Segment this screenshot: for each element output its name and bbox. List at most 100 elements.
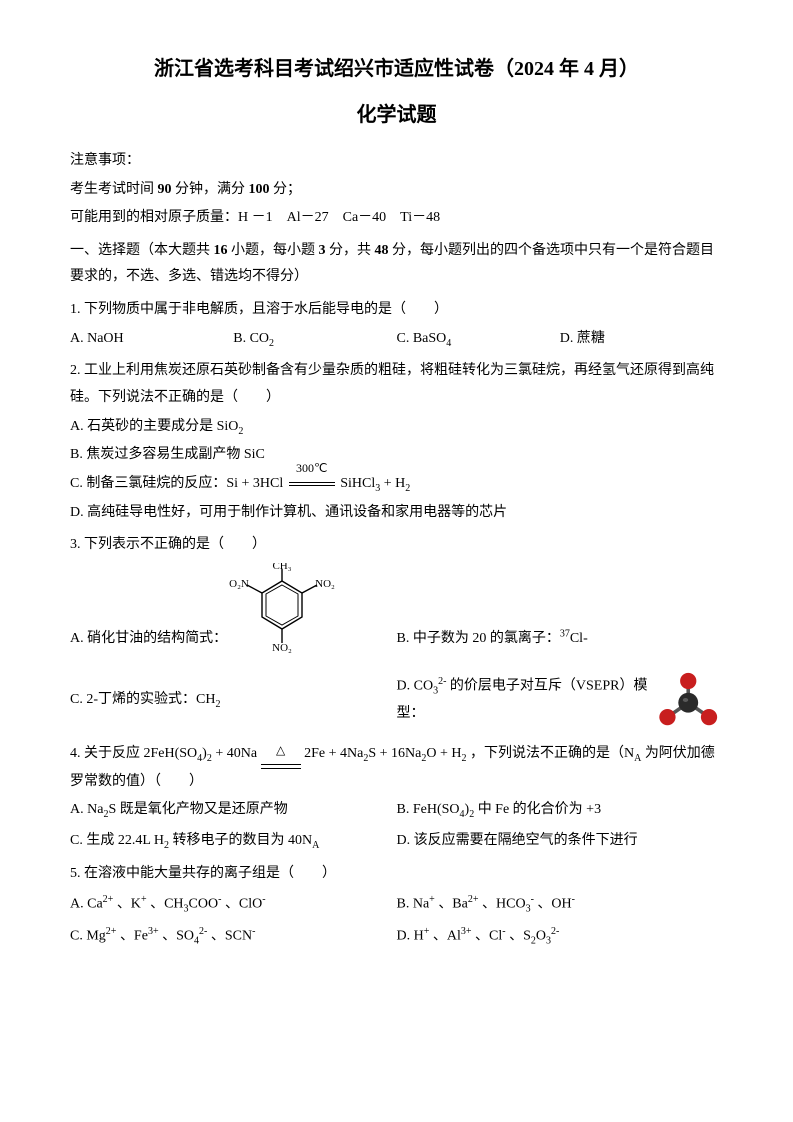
text: SiHCl [340, 476, 375, 491]
text: 小题，每小题 [228, 243, 319, 258]
svg-text:CH₃: CH₃ [273, 563, 292, 572]
text: 分，共 [326, 243, 375, 258]
page-title-sub: 化学试题 [70, 96, 723, 134]
notice-masses: 可能用到的相对原子质量：H －1 Al－27 Ca－40 Ti－48 [70, 205, 723, 232]
time-value: 90 [158, 182, 172, 197]
superscript: 3+ [461, 926, 472, 937]
text: 中 Fe 的化合价为 +3 [474, 802, 601, 817]
text: ，下列说法不正确的是（N [466, 746, 634, 761]
reaction-line-icon [289, 482, 335, 486]
q5-d: D. H+ 、Al3+ 、Cl- 、S2O32- [397, 922, 724, 950]
count: 16 [214, 243, 228, 258]
subscript: 4 [194, 935, 199, 946]
text: 一、选择题（本大题共 [70, 243, 214, 258]
q3-d: D. CO32- 的价层电子对互斥（VSEPR）模型： [397, 667, 724, 733]
q1-d: D. 蔗糖 [560, 326, 723, 353]
q3-row-ab: A. 硝化甘油的结构简式： CH₃ NO₂ O₂N NO₂ B. 中子数为 20… [70, 563, 723, 653]
text: + 40Na [212, 746, 261, 761]
text: D. CO [397, 679, 434, 694]
q5-c: C. Mg2+ 、Fe3+ 、SO42- 、SCN- [70, 922, 397, 950]
q3-stem: 3. 下列表示不正确的是（ ） [70, 532, 723, 559]
subscript: 4 [446, 337, 451, 348]
text: D. H [397, 929, 424, 944]
superscript: 2+ [106, 926, 117, 937]
text: S 既是氧化产物又是还原产物 [108, 802, 287, 817]
svg-text:NO₂: NO₂ [315, 578, 335, 590]
text: B. FeH(SO [397, 802, 460, 817]
text: 、Al [429, 929, 461, 944]
q3-b: B. 中子数为 20 的氯离子：37Cl- [397, 631, 588, 646]
q1-stem: 1. 下列物质中属于非电解质，且溶于水后能导电的是（ ） [70, 297, 723, 324]
superscript: 3+ [148, 926, 159, 937]
subscript: 2 [238, 425, 243, 436]
triangle-symbol: △ [276, 743, 285, 757]
text: O + H [426, 746, 461, 761]
tnt-structure-icon: CH₃ NO₂ O₂N NO₂ [227, 563, 337, 653]
q5-options-cd: C. Mg2+ 、Fe3+ 、SO42- 、SCN- D. H+ 、Al3+ 、… [70, 922, 723, 950]
q2-a: A. 石英砂的主要成分是 SiO2 [70, 414, 723, 441]
q3-row-cd: C. 2-丁烯的实验式：CH2 D. CO32- 的价层电子对互斥（VSEPR）… [70, 667, 723, 733]
q4-c: C. 生成 22.4L H2 转移电子的数目为 40NA [70, 828, 397, 855]
q5-b: B. Na+ 、Ba2+ 、HCO3- 、OH- [397, 890, 724, 918]
q4-stem: 4. 关于反应 2FeH(SO4)2 + 40Na △ 2Fe + 4Na2S … [70, 739, 723, 795]
text: S + 16Na [368, 746, 421, 761]
text: C. 制备三氯硅烷的反应：Si + 3HCl [70, 476, 283, 491]
text: C. 2-丁烯的实验式：CH [70, 692, 215, 707]
text: 分； [270, 182, 302, 197]
text: 、OH [534, 896, 572, 911]
subscript: 2 [215, 698, 220, 709]
text: 、HCO [479, 896, 526, 911]
text: 、Ba [435, 896, 468, 911]
superscript: - [572, 894, 575, 905]
text: Cl- [570, 631, 588, 646]
text: 、SCN [207, 929, 252, 944]
text: 、K [113, 896, 141, 911]
q1-b: B. CO2 [233, 326, 396, 353]
points: 3 [319, 243, 326, 258]
heat-arrow-icon: △ [261, 739, 301, 769]
text: 考生考试时间 [70, 182, 158, 197]
q5-a: A. Ca2+ 、K+ 、CH3COO- 、ClO- [70, 890, 397, 918]
subscript: 2 [269, 337, 274, 348]
subscript: 3 [526, 903, 531, 914]
subscript: 3 [546, 935, 551, 946]
notice-time: 考生考试时间 90 分钟，满分 100 分； [70, 177, 723, 204]
subscript: A [312, 840, 319, 851]
text: 2Fe + 4Na [301, 746, 364, 761]
q1-c: C. BaSO4 [397, 326, 560, 353]
q3-a-label: A. 硝化甘油的结构简式： [70, 626, 227, 653]
text: 、Fe [116, 929, 148, 944]
superscript: - [262, 894, 265, 905]
text: 分钟，满分 [172, 182, 249, 197]
superscript: 2- [551, 926, 559, 937]
text: 、SO [159, 929, 194, 944]
svg-text:O₂N: O₂N [229, 578, 249, 590]
q2-c: C. 制备三氯硅烷的反应：Si + 3HCl 300℃ SiHCl3 + H2 [70, 471, 723, 498]
text: A. Na [70, 802, 103, 817]
subscript: 2 [405, 483, 410, 494]
text: 、S [506, 929, 531, 944]
text: C. BaSO [397, 331, 447, 346]
notice-header: 注意事项： [70, 148, 723, 175]
text: 、ClO [221, 896, 262, 911]
q2-b: B. 焦炭过多容易生成副产物 SiC [70, 442, 723, 469]
svg-text:NO₂: NO₂ [272, 642, 292, 653]
q2-stem: 2. 工业上利用焦炭还原石英砂制备含有少量杂质的粗硅，将粗硅转化为三氯硅烷，再经… [70, 358, 723, 411]
superscript: 2+ [103, 894, 114, 905]
q2-d: D. 高纯硅导电性好，可用于制作计算机、通讯设备和家用电器等的芯片 [70, 500, 723, 527]
text: COO [189, 896, 219, 911]
q5-options-ab: A. Ca2+ 、K+ 、CH3COO- 、ClO- B. Na+ 、Ba2+ … [70, 890, 723, 918]
text: B. Na [397, 896, 430, 911]
text: B. 中子数为 20 的氯离子： [397, 631, 560, 646]
total: 48 [375, 243, 389, 258]
superscript: - [252, 926, 255, 937]
text: 、Cl [472, 929, 503, 944]
q4-d: D. 该反应需要在隔绝空气的条件下进行 [397, 828, 724, 855]
q1-options: A. NaOH B. CO2 C. BaSO4 D. 蔗糖 [70, 326, 723, 353]
superscript: 37 [560, 629, 570, 640]
section-1-header: 一、选择题（本大题共 16 小题，每小题 3 分，共 48 分，每小题列出的四个… [70, 238, 723, 291]
q3-c: C. 2-丁烯的实验式：CH2 [70, 687, 397, 714]
q4-b: B. FeH(SO4)2 中 Fe 的化合价为 +3 [397, 797, 724, 824]
score-value: 100 [249, 182, 270, 197]
text: C. Mg [70, 929, 106, 944]
